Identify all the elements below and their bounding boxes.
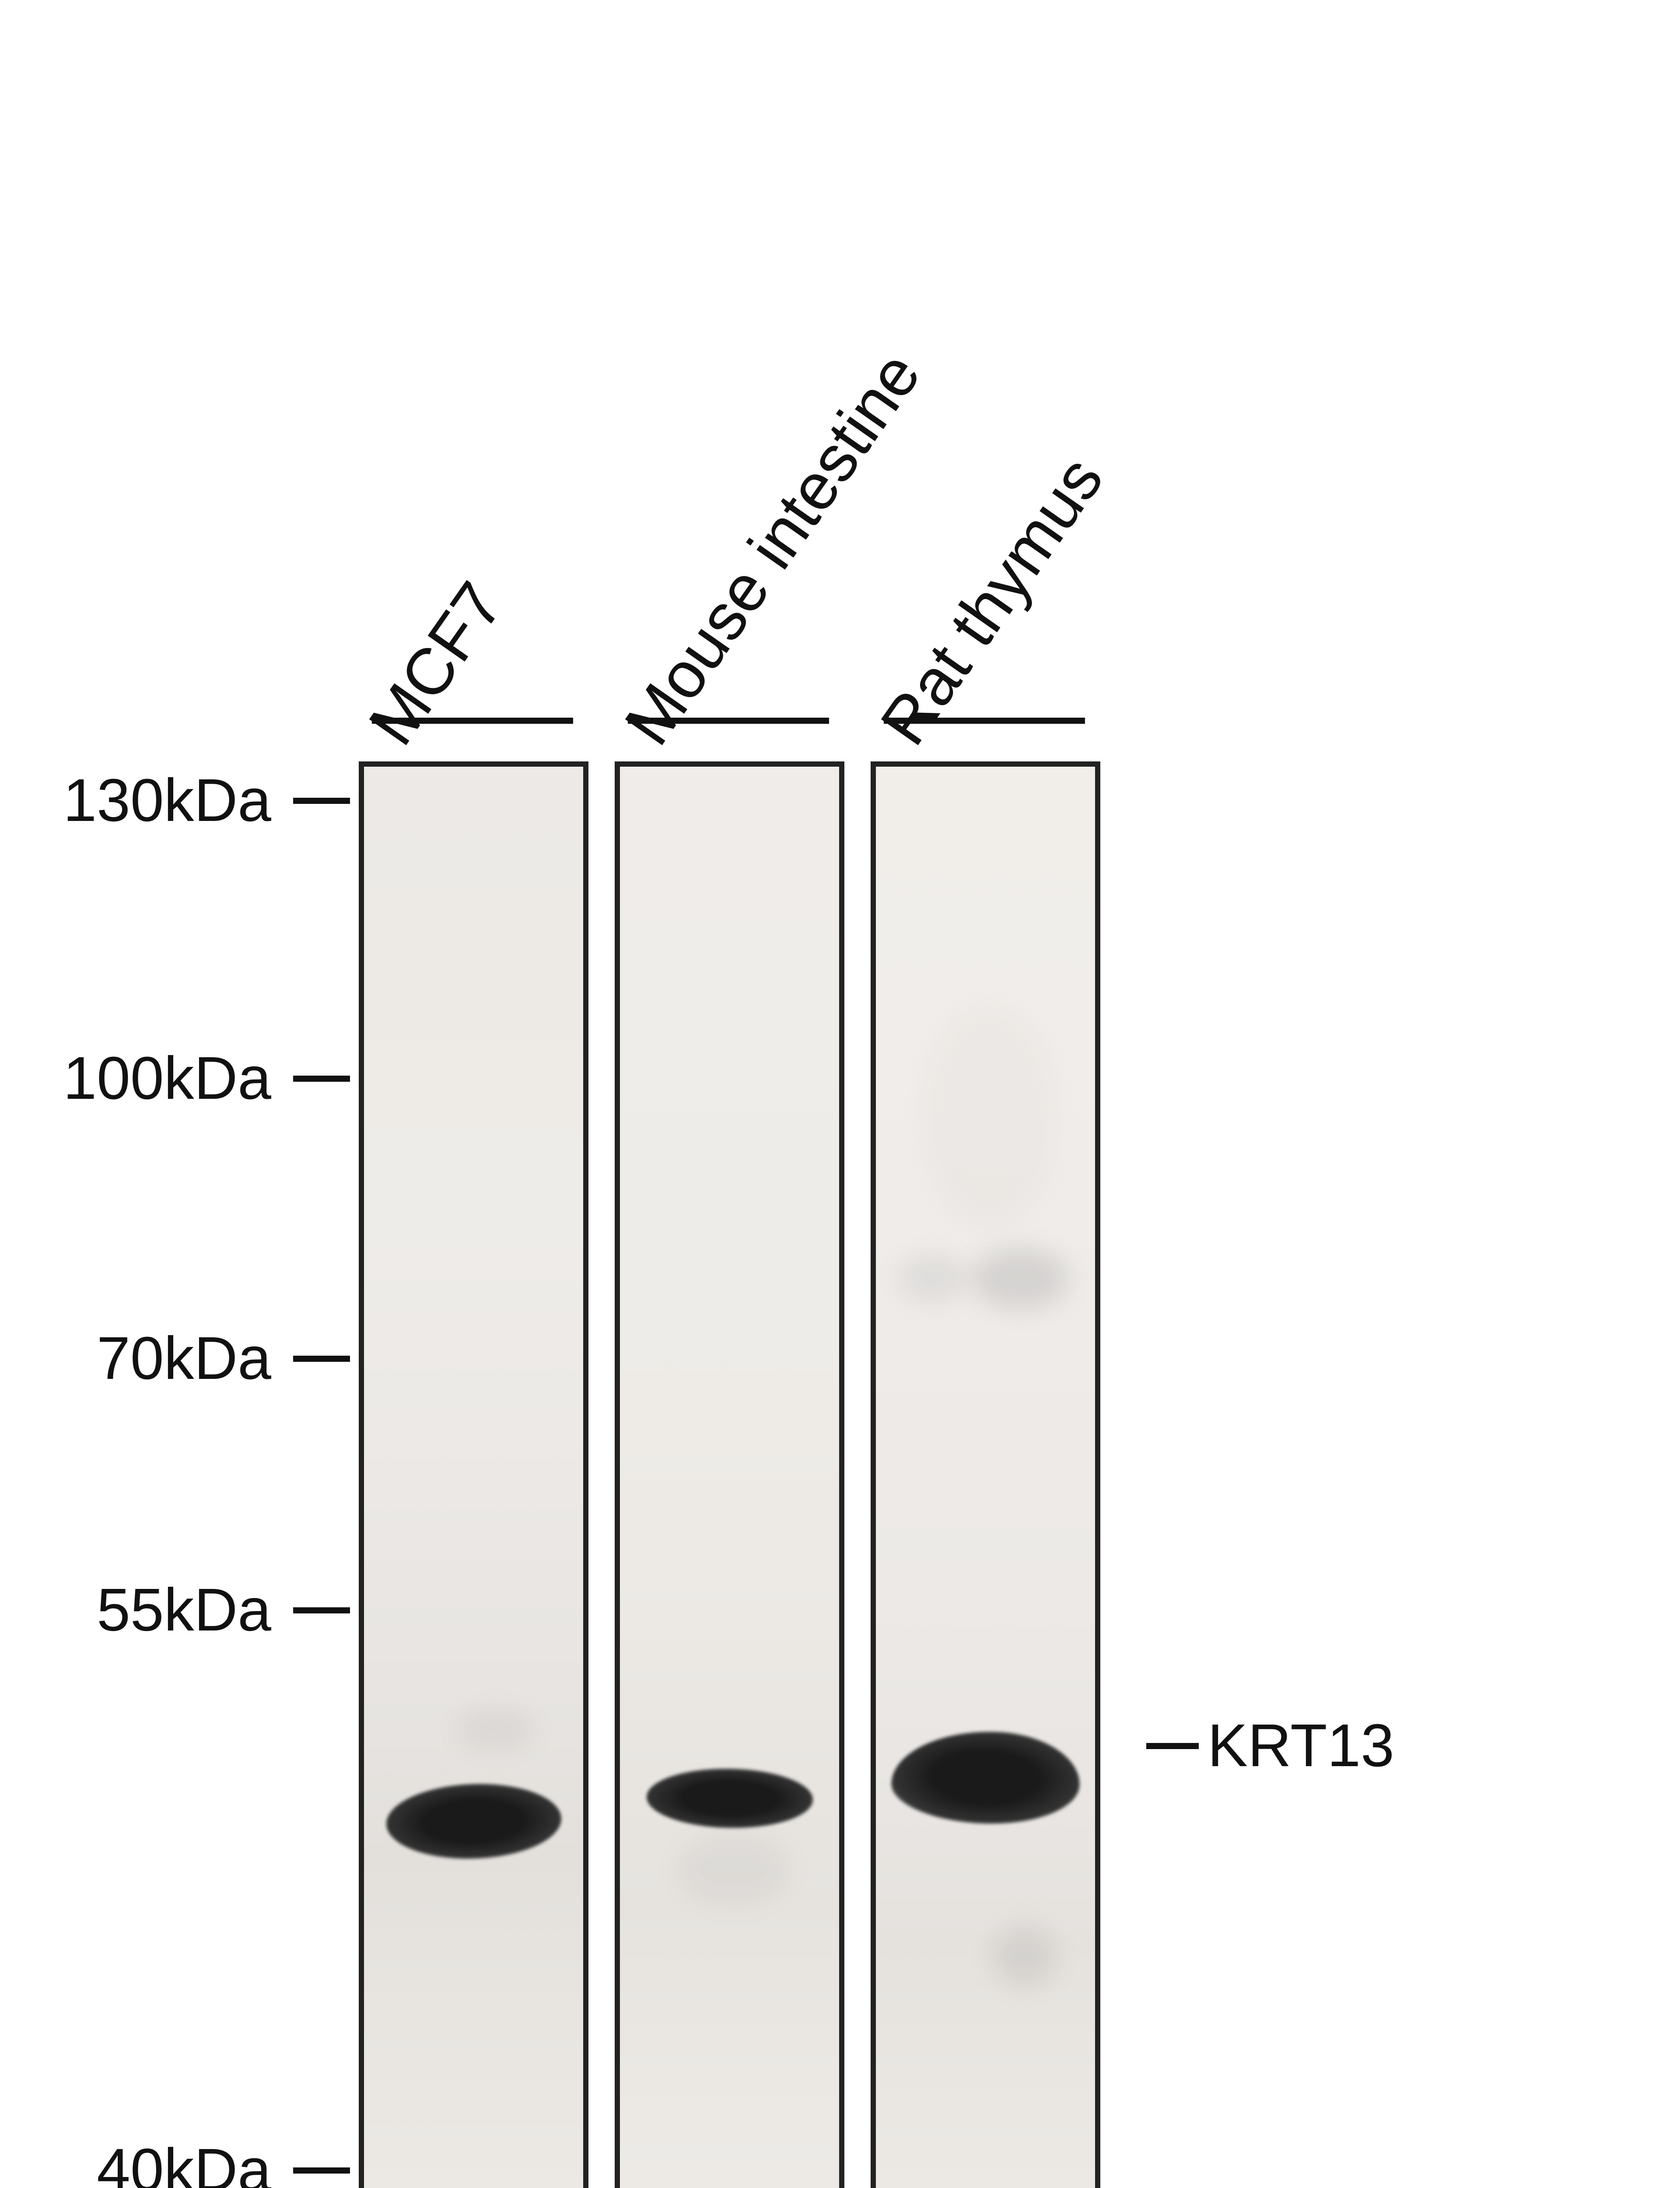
blot-lane <box>615 761 844 2188</box>
mw-marker-label: 100kDa <box>26 1044 271 1113</box>
western-blot-figure: MCF7Mouse intestineRat thymus130kDa100kD… <box>0 0 1680 2188</box>
mw-marker-tick <box>293 1607 350 1613</box>
lane-header-label: MCF7 <box>354 568 518 758</box>
lane-header-underline <box>628 718 829 724</box>
mw-marker-tick <box>293 1076 350 1082</box>
blot-smudge <box>924 1007 1055 1226</box>
mw-marker-tick <box>293 798 350 804</box>
blot-lane <box>359 761 588 2188</box>
lane-background <box>876 767 1095 2188</box>
blot-smudge <box>992 1926 1057 1988</box>
lane-background <box>620 767 839 2188</box>
target-protein-label: KRT13 <box>1208 1711 1394 1781</box>
blot-smudge <box>456 1710 535 1749</box>
mw-marker-label: 40kDa <box>57 2135 271 2188</box>
blot-smudge <box>898 1255 968 1303</box>
mw-marker-label: 130kDa <box>26 766 271 835</box>
lane-background <box>364 767 583 2188</box>
blot-smudge <box>677 1834 791 1904</box>
lane-header-label: Rat thymus <box>865 443 1118 758</box>
mw-marker-tick <box>293 2167 350 2174</box>
blot-smudge <box>972 1248 1068 1309</box>
mw-marker-label: 55kDa <box>57 1575 271 1645</box>
blot-lane <box>871 761 1100 2188</box>
mw-marker-tick <box>293 1356 350 1362</box>
target-band-tick <box>1146 1743 1199 1749</box>
mw-marker-label: 70kDa <box>57 1324 271 1393</box>
lane-header-underline <box>372 718 573 724</box>
lane-header-underline <box>884 718 1085 724</box>
